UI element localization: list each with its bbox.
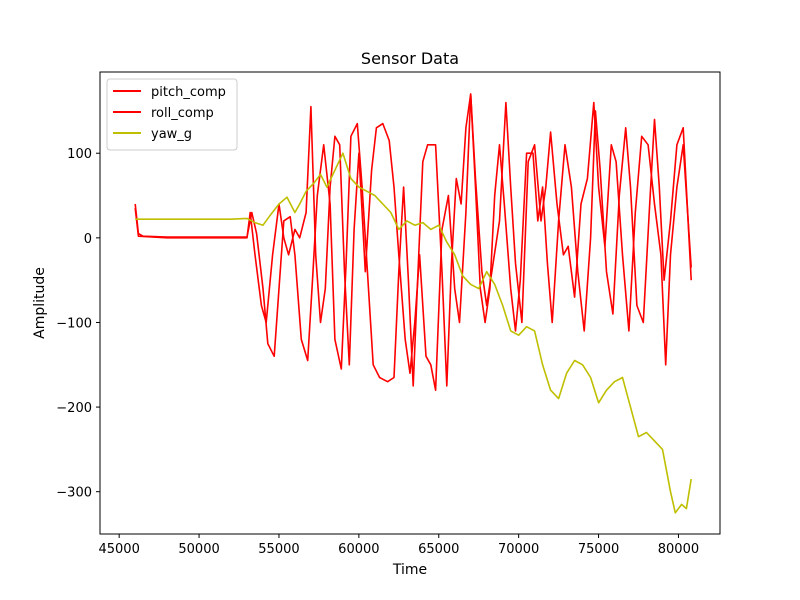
x-tick-label: 80000	[658, 542, 699, 557]
series-line-yaw-g	[135, 152, 692, 514]
x-axis-ticks: 45000 50000 55000 60000 65000 70000 75000 80000	[98, 534, 699, 557]
y-axis-label: Amplitude	[32, 267, 48, 339]
y-tick-label: 0	[84, 232, 92, 247]
x-tick-label: 55000	[258, 542, 299, 557]
legend-label: pitch_comp	[151, 85, 226, 100]
y-tick-label: −100	[56, 316, 92, 331]
legend-label: yaw_g	[151, 127, 192, 142]
x-tick-label: 50000	[178, 542, 219, 557]
chart-title: Sensor Data	[361, 49, 459, 68]
y-axis-ticks: −300 −200 −100 0 100	[56, 147, 100, 501]
x-tick-label: 60000	[338, 542, 379, 557]
y-tick-label: −200	[56, 401, 92, 416]
x-tick-label: 70000	[498, 542, 539, 557]
y-tick-label: −300	[56, 486, 92, 501]
y-tick-label: 100	[67, 147, 92, 162]
plot-frame	[99, 71, 721, 535]
x-tick-label: 65000	[418, 542, 459, 557]
legend: pitch_comp roll_comp yaw_g	[106, 78, 238, 151]
x-tick-label: 75000	[578, 542, 619, 557]
series-line-roll-comp	[134, 93, 692, 391]
x-tick-label: 45000	[98, 542, 139, 557]
series-group	[134, 93, 692, 514]
legend-label: roll_comp	[151, 106, 214, 121]
x-axis-label: Time	[392, 562, 427, 578]
